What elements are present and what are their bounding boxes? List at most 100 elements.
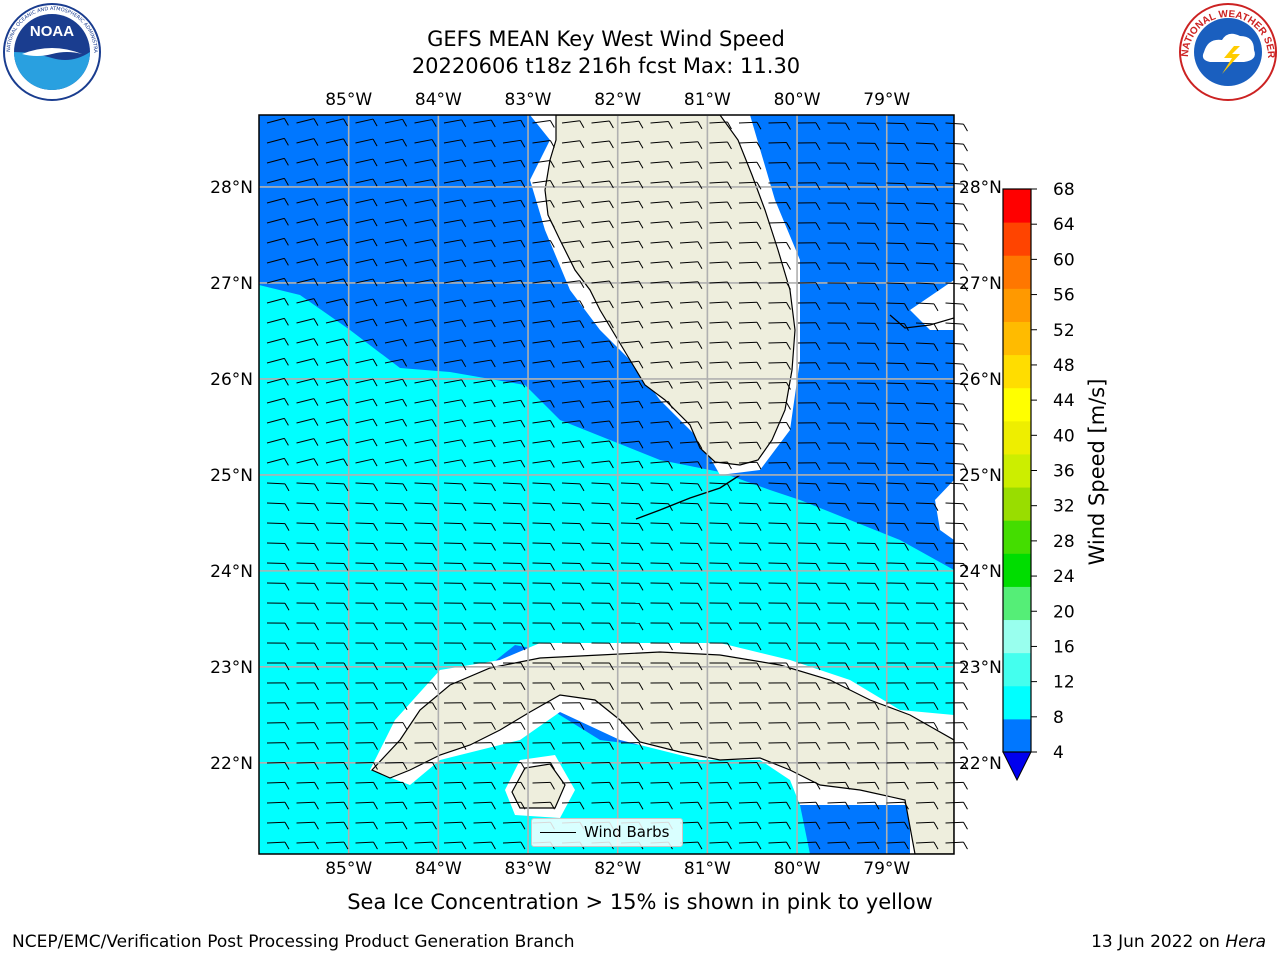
wind-barb <box>443 602 467 611</box>
wind-barb <box>532 582 555 591</box>
wind-barb <box>620 622 644 631</box>
wind-barb <box>561 240 585 249</box>
wind-barb <box>679 261 703 270</box>
wind-barb <box>915 781 939 790</box>
footer-date-text: 13 Jun 2022 on <box>1091 932 1226 952</box>
wind-barb <box>384 841 408 850</box>
wind-barb <box>738 582 762 591</box>
wind-barb <box>827 582 850 591</box>
wind-barb <box>532 662 555 671</box>
wind-barb <box>325 582 349 591</box>
wind-barb <box>827 702 850 711</box>
wind-barb <box>768 302 791 310</box>
wind-barb <box>709 781 732 790</box>
wind-barb <box>709 241 732 250</box>
wind-barb <box>561 420 585 429</box>
wind-barb <box>502 139 526 148</box>
wind-barb <box>325 502 349 511</box>
wind-barb <box>856 642 880 651</box>
wind-barb <box>266 602 290 611</box>
wind-barb <box>886 302 909 311</box>
lat-label-right: 27°N <box>959 274 1002 294</box>
wind-barb <box>414 542 437 551</box>
lat-label-left: 27°N <box>210 274 253 294</box>
wind-barb <box>532 360 555 368</box>
wind-barb <box>325 482 349 492</box>
wind-barb <box>797 162 821 171</box>
wind-barb <box>650 361 673 369</box>
wind-barb <box>738 801 762 810</box>
wind-barb <box>561 722 585 730</box>
wind-barb <box>414 359 437 367</box>
wind-barb <box>532 460 555 468</box>
wind-barb <box>266 437 289 446</box>
wind-barb <box>797 242 821 251</box>
wind-barb <box>650 522 673 531</box>
wind-barb <box>768 821 791 830</box>
wind-barb <box>738 181 762 190</box>
wind-barb <box>650 482 673 492</box>
wind-barb <box>384 258 408 267</box>
wind-barb <box>797 502 821 511</box>
wind-barb <box>886 422 909 431</box>
wind-barb <box>414 761 437 770</box>
colorbar-band <box>1003 222 1031 256</box>
wind-barb <box>768 482 791 492</box>
wind-barb <box>325 158 348 167</box>
wind-barb <box>827 781 850 790</box>
wind-barb <box>709 761 732 770</box>
wind-barb <box>591 440 614 449</box>
wind-barb <box>650 742 673 750</box>
wind-barb <box>856 362 880 371</box>
wind-barb <box>266 781 290 790</box>
wind-barb <box>532 400 555 408</box>
wind-barb <box>355 482 378 492</box>
wind-barb <box>886 602 909 611</box>
wind-barb <box>325 662 349 671</box>
lat-label-left: 24°N <box>210 562 253 582</box>
wind-barb <box>709 662 732 671</box>
wind-barb <box>827 422 850 431</box>
wind-barb <box>709 221 732 230</box>
wind-barb <box>650 502 673 511</box>
wind-barb <box>532 522 555 531</box>
wind-barb <box>384 821 408 830</box>
wind-barb <box>502 399 526 408</box>
lon-label-bottom: 85°W <box>325 859 372 879</box>
wind-barb <box>532 562 555 571</box>
wind-barb <box>296 158 319 166</box>
wind-barb <box>473 439 496 448</box>
land-bahamas <box>889 314 954 329</box>
wind-barb <box>620 320 644 329</box>
wind-barb <box>650 761 673 770</box>
wind-barb <box>443 642 467 651</box>
wind-barb <box>738 241 762 250</box>
wind-barb <box>414 482 437 492</box>
wind-barb <box>768 761 791 770</box>
wind-barb <box>502 379 526 388</box>
wind-barb <box>620 781 644 790</box>
wind-barb <box>502 642 526 651</box>
wind-barb <box>414 562 437 571</box>
wind-barb <box>532 781 555 790</box>
wind-barb <box>325 358 348 367</box>
wind-barb <box>827 382 850 391</box>
wind-barb <box>561 582 585 591</box>
colorbar-tick-label: 40 <box>1053 426 1075 446</box>
wind-barb <box>532 440 555 448</box>
wind-barb <box>856 422 880 431</box>
wind-barb <box>414 682 437 691</box>
wind-barb <box>650 562 673 571</box>
wind-barb <box>738 341 762 350</box>
wind-barb <box>414 801 437 810</box>
wind-barb <box>679 221 703 230</box>
wind-barb <box>591 280 614 289</box>
wind-barb <box>797 841 821 850</box>
wind-barb <box>443 379 467 388</box>
wind-barb <box>915 682 939 691</box>
wind-barb <box>561 440 585 449</box>
wind-barb <box>561 682 585 691</box>
wind-barb <box>532 300 555 308</box>
wind-barb <box>797 302 821 311</box>
wind-barb <box>591 140 614 149</box>
